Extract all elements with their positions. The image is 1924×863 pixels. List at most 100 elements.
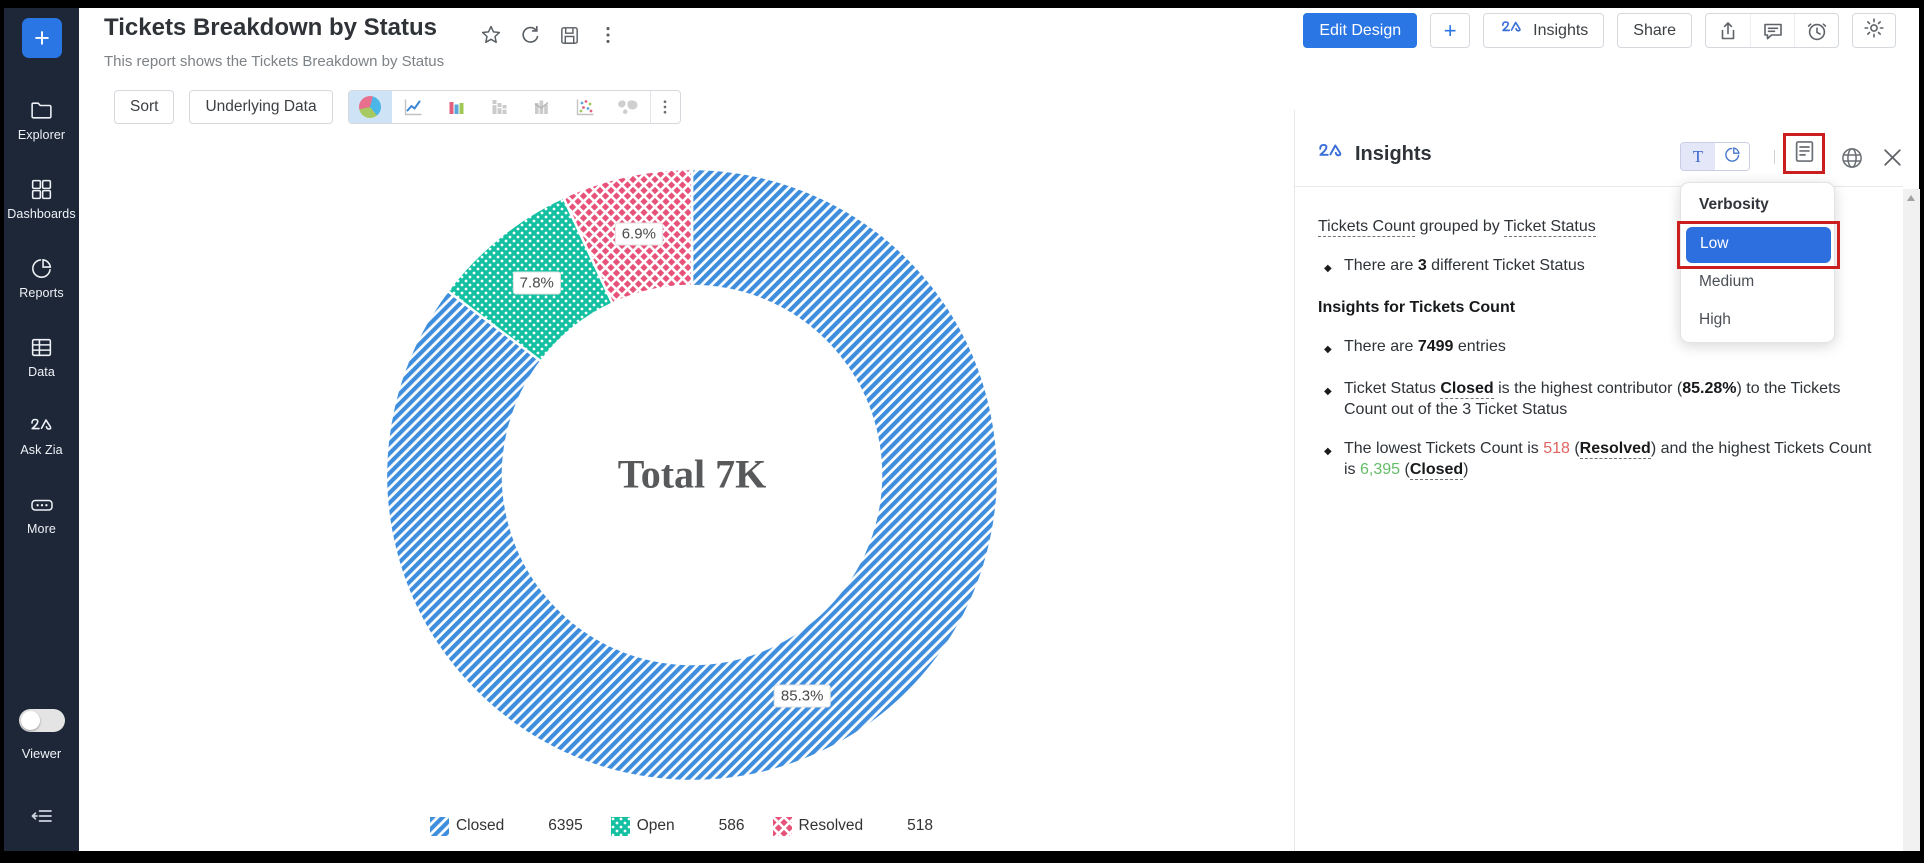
insight-bullet: ◆ Ticket Status Closed is the highest con… [1318,378,1884,420]
verbosity-option-high[interactable]: High [1699,311,1731,328]
add-button[interactable]: + [1430,13,1471,48]
sidebar-item-more[interactable]: More [4,475,79,554]
line-chart-type-icon[interactable] [392,91,435,123]
comments-icon[interactable] [1750,14,1794,47]
text-view-icon: T [1692,146,1704,166]
insight-text-segment: different Ticket Status [1426,257,1585,274]
chart-legend: Closed 6395 Open 586 Resolved 518 [79,806,1294,846]
verbosity-dropdown: Verbosity Low Medium High [1677,182,1840,343]
legend-item-resolved[interactable]: Resolved 518 [772,816,944,836]
slice-percent-label: 85.3% [773,684,831,708]
page-subtitle: This report shows the Tickets Breakdown … [104,53,445,70]
sidebar-item-label: Reports [19,285,64,300]
combo-chart-type-icon[interactable] [521,91,564,123]
donut-slice-closed[interactable] [384,167,1000,783]
sidebar-item-dashboards[interactable]: Dashboards [4,159,79,238]
verbosity-option-medium[interactable]: Medium [1699,273,1755,290]
underlying-data-button[interactable]: Underlying Data [189,90,333,124]
save-icon[interactable] [556,22,582,48]
refresh-icon[interactable] [517,22,543,48]
document-summary-icon[interactable] [1791,138,1818,170]
panel-divider [1294,110,1295,851]
annotation-box-document-icon [1783,133,1825,174]
scroll-up-arrow-icon [1907,195,1915,201]
report-tools-group [1705,13,1839,48]
zia-icon [1316,139,1346,170]
verbosity-option-low-selected[interactable]: Low [1686,227,1831,263]
folder-icon [29,98,54,123]
insight-text-segment: Ticket Status [1344,380,1441,397]
sidebar-item-ask-zia[interactable]: Ask Zia [4,396,79,475]
legend-swatch-icon [429,816,449,836]
pie-view-icon [1723,145,1742,169]
sidebar-item-label: Data [28,364,55,379]
viewer-toggle[interactable] [18,709,65,732]
legend-item-open[interactable]: Open 586 [610,816,755,836]
insights-button[interactable]: Insights [1483,13,1605,48]
more-chart-types-icon[interactable] [649,91,680,123]
legend-value: 6395 [548,817,583,834]
insight-text-segment: There are [1344,338,1418,355]
dashboards-icon [29,177,54,202]
insight-text-segment: ( [1400,461,1410,478]
reports-pie-icon [29,256,54,281]
insight-text-segment: ( [1569,440,1580,457]
chart-view-button[interactable] [1715,143,1749,170]
sidebar-nav: Explorer Dashboards Reports Data Ask Zia [4,80,79,554]
insight-text-segment: Tickets Count [1318,218,1416,237]
sidebar-item-label: Dashboards [7,206,76,221]
share-button[interactable]: Share [1617,13,1692,48]
insight-text-segment: 518 [1543,440,1570,457]
edit-design-button[interactable]: Edit Design [1303,13,1418,48]
favorite-star-icon[interactable] [478,22,504,48]
insight-text-segment: is the highest contributor ( [1493,380,1683,397]
report-toolbar: Sort Underlying Data [114,90,681,124]
insight-text-segment: ) and the highest Tickets Count is [1344,440,1872,478]
zia-icon [1499,17,1525,44]
slice-percent-label: 6.9% [614,222,663,246]
close-panel-icon[interactable] [1880,145,1905,175]
language-globe-icon[interactable] [1839,145,1865,176]
sidebar-item-data[interactable]: Data [4,317,79,396]
bar-chart-type-icon[interactable] [435,91,478,123]
insight-text-segment: Closed [1409,461,1464,480]
legend-value: 518 [907,817,934,834]
legend-name: Closed [455,817,505,834]
insights-content: Tickets Count grouped by Ticket Status ◆ T… [1318,216,1884,498]
text-view-button[interactable]: T [1681,143,1715,170]
alarm-schedule-icon[interactable] [1794,14,1838,47]
legend-value: 586 [718,817,745,834]
title-actions [478,22,621,48]
bullet-diamond-icon: ◆ [1324,344,1332,355]
insight-text-segment: grouped by [1415,218,1504,235]
sidebar: + Explorer Dashboards Reports Data [4,8,79,851]
export-icon[interactable] [1706,14,1750,47]
collapse-sidebar-button[interactable] [4,804,79,833]
sidebar-item-explorer[interactable]: Explorer [4,80,79,159]
legend-name: Open [636,817,675,834]
insights-button-label: Insights [1533,21,1589,39]
donut-chart[interactable]: Total 7K 85.3% 7.8% 6.9% [380,163,1004,787]
stacked-bar-chart-type-icon[interactable] [478,91,521,123]
chart-total-label: Total 7K [617,451,767,497]
insight-text-segment: ) to the Tickets Count out of the 3 Tick… [1344,380,1841,418]
gear-icon [1862,16,1886,45]
sort-button[interactable]: Sort [114,90,175,124]
create-new-button[interactable]: + [22,18,62,58]
insight-heading: Insights for Tickets Count [1318,297,1884,318]
zia-icon [29,414,55,438]
pie-chart-type-icon[interactable] [348,91,392,123]
insight-text-segment: 85.28% [1682,380,1737,397]
insights-panel-header: Insights [1316,139,1432,170]
map-chart-type-icon[interactable] [607,91,650,123]
sidebar-item-reports[interactable]: Reports [4,238,79,317]
kebab-menu-icon[interactable] [595,22,621,48]
insight-summary: Tickets Count grouped by Ticket Status [1318,216,1884,237]
insights-view-toggle: T [1680,142,1750,171]
insights-panel-title: Insights [1355,143,1432,165]
bullet-diamond-icon: ◆ [1324,446,1332,457]
settings-button[interactable] [1852,13,1896,48]
panel-scrollbar[interactable] [1903,189,1920,851]
scatter-chart-type-icon[interactable] [564,91,607,123]
legend-item-closed[interactable]: Closed 6395 [429,816,593,836]
